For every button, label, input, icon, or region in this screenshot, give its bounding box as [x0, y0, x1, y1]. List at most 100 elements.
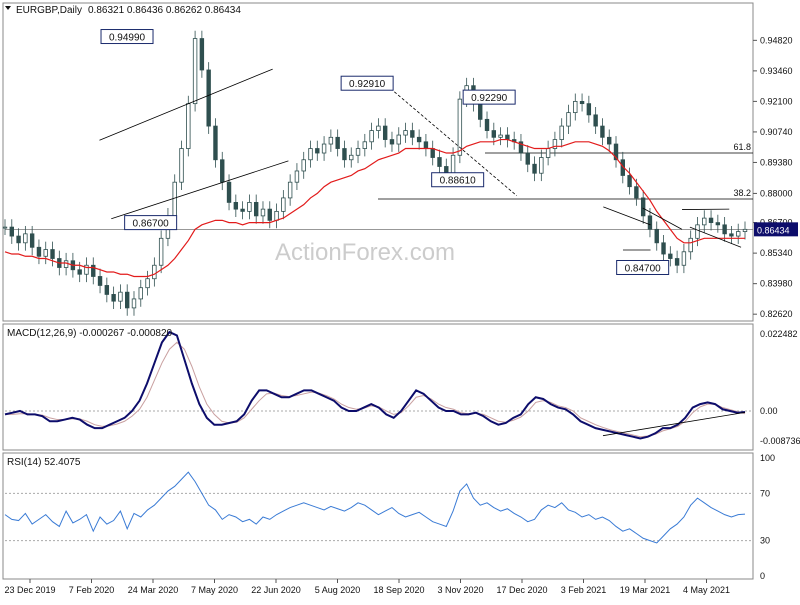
- candle-body: [492, 131, 496, 138]
- candle-body: [125, 292, 129, 308]
- candle-body: [444, 166, 448, 173]
- candle-body: [478, 104, 482, 120]
- candle-body: [533, 164, 537, 173]
- candle-body: [37, 247, 41, 256]
- candle-body: [180, 149, 184, 183]
- candle-body: [560, 126, 564, 139]
- x-tick-label: 5 Aug 2020: [315, 585, 361, 595]
- candle-body: [390, 140, 394, 144]
- x-tick-label: 7 May 2020: [191, 585, 238, 595]
- candle-body: [112, 294, 116, 301]
- candle-body: [98, 276, 102, 285]
- rsi-panel: [5, 472, 753, 543]
- candle-body: [51, 250, 55, 259]
- x-tick-label: 3 Nov 2020: [437, 585, 483, 595]
- candle-body: [139, 288, 143, 299]
- candle-body: [302, 160, 306, 171]
- x-tick-label: 22 Jun 2020: [251, 585, 301, 595]
- candle-body: [146, 279, 150, 288]
- y-tick-label: 0.93460: [760, 66, 793, 76]
- candle-body: [607, 137, 611, 144]
- candle-body: [736, 232, 740, 236]
- candle-body: [187, 104, 191, 149]
- candle-body: [682, 252, 686, 265]
- candle-body: [641, 198, 645, 216]
- chart-ohlc: 0.86321 0.86436 0.86262 0.86434: [88, 5, 241, 16]
- candle-body: [200, 39, 204, 70]
- x-tick-label: 7 Feb 2020: [69, 585, 115, 595]
- annotation-label: 0.92290: [471, 93, 508, 104]
- candle-body: [540, 158, 544, 174]
- candle-body: [506, 135, 510, 139]
- y-tick-label: 0.89380: [760, 157, 793, 167]
- candle-body: [499, 135, 503, 137]
- candle-body: [78, 270, 82, 274]
- x-tick-label: 23 Dec 2019: [4, 585, 55, 595]
- candle-body: [44, 250, 48, 257]
- price-annotation: 0.86700: [125, 216, 177, 230]
- candle-body: [702, 218, 706, 225]
- candle-body: [275, 211, 279, 220]
- candle-body: [601, 126, 605, 137]
- candle-body: [248, 202, 252, 211]
- macd-tick-label: 0.022482: [760, 329, 798, 339]
- candle-body: [268, 209, 272, 220]
- macd-title: MACD(12,26,9) -0.000267 -0.000820: [7, 328, 173, 339]
- candle-body: [655, 229, 659, 242]
- fib-label: 61.8: [733, 142, 751, 152]
- y-tick-label: 0.94820: [760, 35, 793, 45]
- rsi-line: [5, 472, 745, 543]
- candle-body: [669, 254, 673, 258]
- candle-body: [689, 238, 693, 251]
- y-tick-label: 0.88000: [760, 188, 793, 198]
- candle-body: [329, 137, 333, 144]
- candle-body: [438, 158, 442, 167]
- candle-body: [105, 285, 109, 294]
- annotation-label: 0.88610: [440, 176, 477, 187]
- y-tick-label: 0.82620: [760, 309, 793, 319]
- candle-body: [254, 202, 258, 215]
- rsi-tick-label: 70: [760, 488, 770, 498]
- rsi-tick-label: 30: [760, 536, 770, 546]
- annotation-label: 0.92910: [349, 79, 386, 90]
- candle-body: [587, 104, 591, 115]
- candle-body: [723, 225, 727, 234]
- candle-body: [696, 225, 700, 238]
- candle-body: [662, 243, 666, 254]
- candle-body: [377, 126, 381, 130]
- candle-body: [315, 149, 319, 153]
- collapse-arrow-icon[interactable]: [5, 6, 11, 10]
- rsi-tick-label: 100: [760, 453, 775, 463]
- x-tick-label: 19 Mar 2021: [620, 585, 671, 595]
- price-panel: 61.838.20.949900.929100.867000.886100.92…: [3, 30, 753, 316]
- candle-body: [336, 137, 340, 148]
- candle-body: [573, 101, 577, 112]
- candle-body: [709, 218, 713, 222]
- candle-body: [526, 153, 530, 164]
- price-annotation: 0.88610: [432, 173, 484, 187]
- x-tick-label: 24 Mar 2020: [128, 585, 179, 595]
- candle-body: [193, 39, 197, 104]
- y-tick-label: 0.90740: [760, 127, 793, 137]
- candle-body: [431, 149, 435, 158]
- macd-panel: [5, 332, 753, 438]
- candle-body: [10, 227, 14, 236]
- current-price-label: 0.86434: [757, 225, 790, 235]
- candle-body: [295, 171, 299, 182]
- candle-body: [546, 149, 550, 158]
- y-tick-label: 0.85340: [760, 248, 793, 258]
- candle-body: [458, 99, 462, 155]
- x-tick-label: 18 Sep 2020: [373, 585, 424, 595]
- x-tick-label: 3 Feb 2021: [561, 585, 607, 595]
- candle-body: [370, 131, 374, 142]
- axes: 0.948200.934600.921000.907400.893800.880…: [4, 35, 800, 595]
- macd-line: [5, 332, 745, 438]
- annotation-label: 0.84700: [625, 263, 662, 274]
- x-tick-label: 17 Dec 2020: [496, 585, 547, 595]
- candle-body: [322, 144, 326, 153]
- candle-body: [3, 227, 7, 228]
- candle-body: [343, 149, 347, 160]
- candle-body: [349, 155, 353, 159]
